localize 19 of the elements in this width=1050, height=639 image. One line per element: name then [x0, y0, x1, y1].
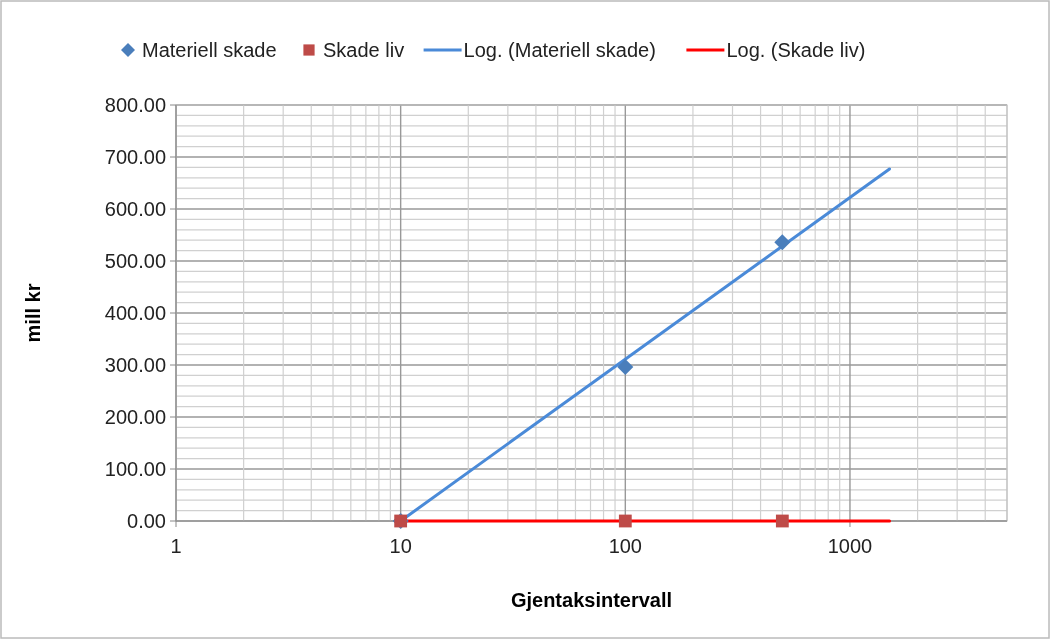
x-tick-label: 10	[389, 535, 412, 557]
y-tick-label: 600.00	[104, 198, 166, 220]
y-axis-title: mill kr	[22, 283, 44, 343]
x-tick-label: 1	[170, 535, 182, 557]
x-tick-label: 100	[608, 535, 642, 557]
x-tick-label: 1000	[827, 535, 873, 557]
x-axis-title: Gjentaksintervall	[510, 589, 673, 611]
y-tick-label: 300.00	[104, 354, 166, 376]
legend-label: Materiell skade	[142, 39, 277, 61]
legend-label: Log. (Skade liv)	[726, 39, 866, 61]
y-tick-label: 500.00	[104, 250, 166, 272]
y-tick-label: 800.00	[104, 94, 166, 116]
y-tick-label: 0.00	[127, 510, 166, 532]
y-tick-label: 200.00	[104, 406, 166, 428]
legend-label: Skade liv	[323, 39, 405, 61]
legend-label: Log. (Materiell skade)	[463, 39, 656, 61]
y-tick-label: 400.00	[104, 302, 166, 324]
y-tick-label: 100.00	[104, 458, 166, 480]
y-tick-label: 700.00	[104, 146, 166, 168]
